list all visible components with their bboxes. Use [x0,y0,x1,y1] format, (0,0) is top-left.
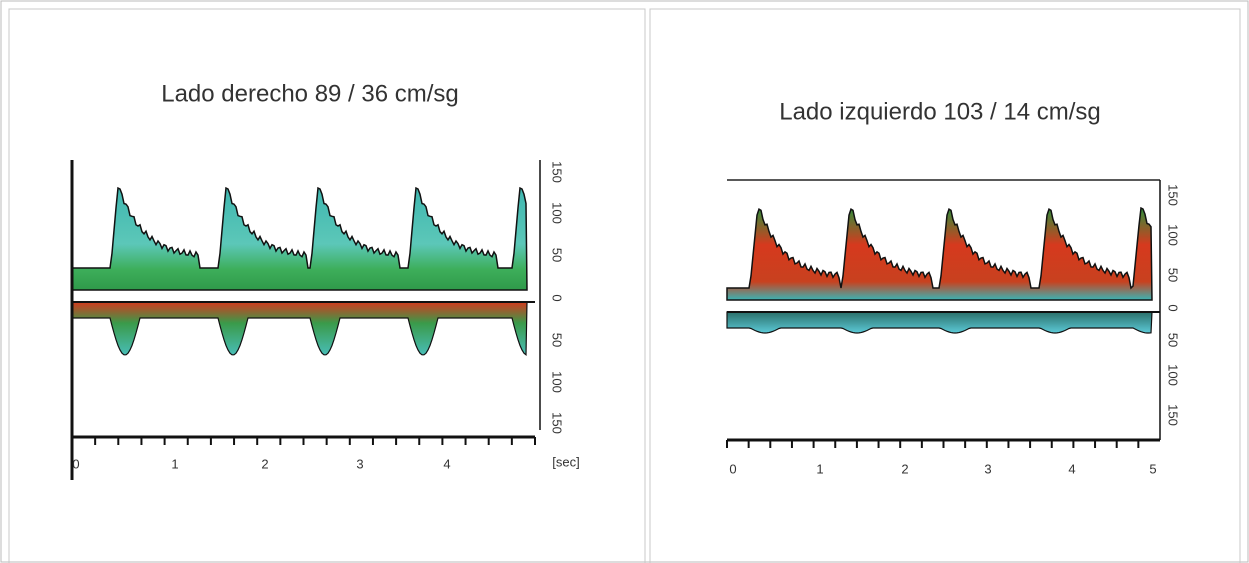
spectrum-reverse [71,301,528,357]
y-tick-label: 50 [550,333,565,347]
x-tick-label: 0 [729,461,736,476]
x-tick-label: 3 [356,456,363,471]
x-tick-label: 2 [261,456,268,471]
y-tick-label: 150 [1166,404,1181,426]
y-tick-label: 150 [550,161,565,183]
zero-band [72,291,535,300]
y-tick-label: 0 [550,294,565,301]
x-tick-label: 4 [1068,461,1075,476]
panel-right: Lado izquierdo 103 / 14 cm/sg15010050050… [726,98,1181,476]
y-tick-label: 0 [1166,304,1181,311]
y-tick-label: 150 [550,412,565,434]
y-tick-label: 100 [550,371,565,393]
x-tick-label: 4 [443,456,450,471]
x-tick-label: 3 [984,461,991,476]
x-tick-label: 2 [901,461,908,476]
spectrum-reverse [726,311,1153,334]
cell-border [649,8,1241,563]
x-tick-label: 5 [1149,461,1156,476]
x-unit: [sec] [552,454,579,469]
x-tick-label: 0 [72,456,79,471]
y-tick-label: 50 [550,248,565,262]
panel-title: Lado derecho 89 / 36 cm/sg [161,80,459,107]
y-tick-label: 50 [1166,333,1181,347]
y-tick-label: 100 [1166,224,1181,246]
zero-band [727,301,1160,310]
panel-title: Lado izquierdo 103 / 14 cm/sg [779,98,1101,125]
spectrum-forward [726,206,1153,301]
y-tick-label: 50 [1166,268,1181,282]
y-tick-label: 100 [1166,364,1181,386]
spectrum-forward [71,186,528,291]
y-tick-label: 150 [1166,184,1181,206]
panel-left: Lado derecho 89 / 36 cm/sg 150 100 50 0 50 100… [70,80,580,480]
cell-border [8,8,646,563]
x-tick-label: 1 [816,461,823,476]
x-tick-label: 1 [171,456,178,471]
y-tick-label: 100 [550,202,565,224]
